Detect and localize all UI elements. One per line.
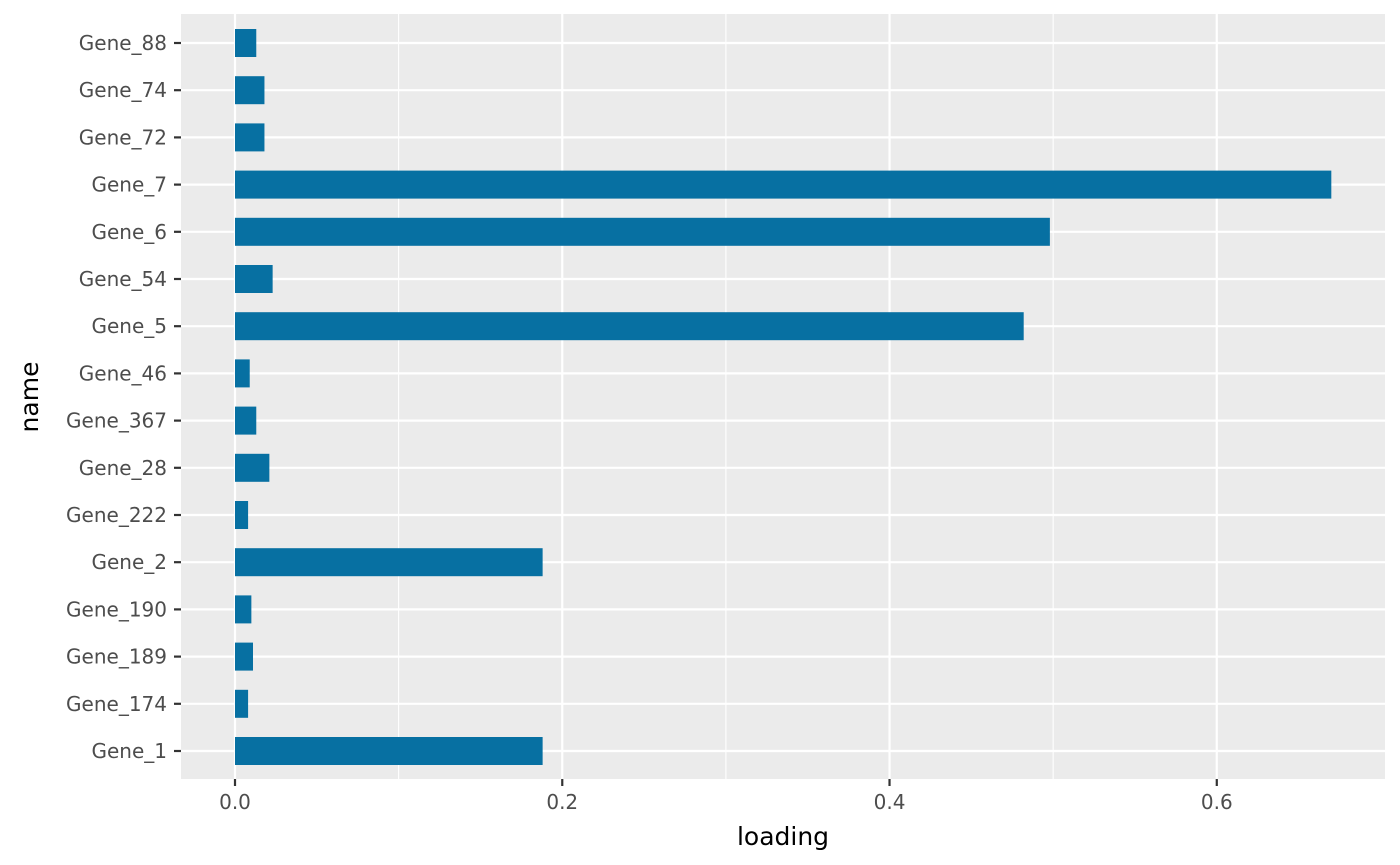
- bar-gene-189: [235, 642, 253, 671]
- bar-gene-6: [235, 217, 1050, 246]
- bar-gene-28: [235, 453, 270, 482]
- bars: [235, 29, 1332, 765]
- y-tick-label: Gene_28: [79, 456, 167, 480]
- y-tick-label: Gene_72: [79, 125, 167, 149]
- y-tick-label: Gene_2: [91, 550, 167, 574]
- y-tick-label: Gene_222: [66, 503, 167, 527]
- bar-gene-1: [235, 737, 543, 765]
- y-tick-label: Gene_174: [66, 692, 167, 716]
- x-tick-label: 0.0: [219, 790, 251, 814]
- bar-gene-190: [235, 595, 252, 624]
- x-tick-label: 0.4: [874, 790, 906, 814]
- minor-gridlines: [398, 14, 1054, 779]
- panel-background: [181, 14, 1385, 779]
- bar-gene-74: [235, 76, 265, 105]
- bar-gene-222: [235, 501, 249, 529]
- y-tick-label: Gene_367: [66, 409, 167, 433]
- bar-gene-88: [235, 29, 257, 57]
- y-axis: Gene_1 Gene_174 Gene_189 Gene_190 Gene_2 Gene…: [66, 31, 181, 763]
- x-axis-title: loading: [737, 822, 829, 851]
- y-tick-label: Gene_54: [79, 267, 167, 291]
- x-tick-label: 0.2: [546, 790, 578, 814]
- bar-gene-174: [235, 689, 249, 718]
- bar-gene-46: [235, 359, 250, 388]
- y-tick-label: Gene_1: [91, 739, 167, 763]
- y-tick-label: Gene_88: [79, 31, 167, 55]
- y-tick-label: Gene_6: [91, 220, 167, 244]
- x-tick-label: 0.6: [1201, 790, 1233, 814]
- bar-gene-5: [235, 312, 1024, 341]
- bar-gene-7: [235, 170, 1332, 199]
- y-tick-label: Gene_5: [91, 314, 167, 338]
- x-axis: 0.0 0.2 0.4 0.6: [219, 779, 1233, 814]
- bar-gene-367: [235, 406, 257, 435]
- y-axis-title: name: [15, 362, 44, 433]
- bar-gene-2: [235, 548, 543, 577]
- bar-gene-54: [235, 265, 273, 293]
- y-tick-label: Gene_46: [79, 361, 167, 385]
- bar-gene-72: [235, 123, 265, 152]
- y-tick-label: Gene_7: [91, 173, 167, 197]
- y-tick-label: Gene_189: [66, 645, 167, 669]
- y-tick-label: Gene_74: [79, 78, 167, 102]
- y-tick-label: Gene_190: [66, 597, 167, 621]
